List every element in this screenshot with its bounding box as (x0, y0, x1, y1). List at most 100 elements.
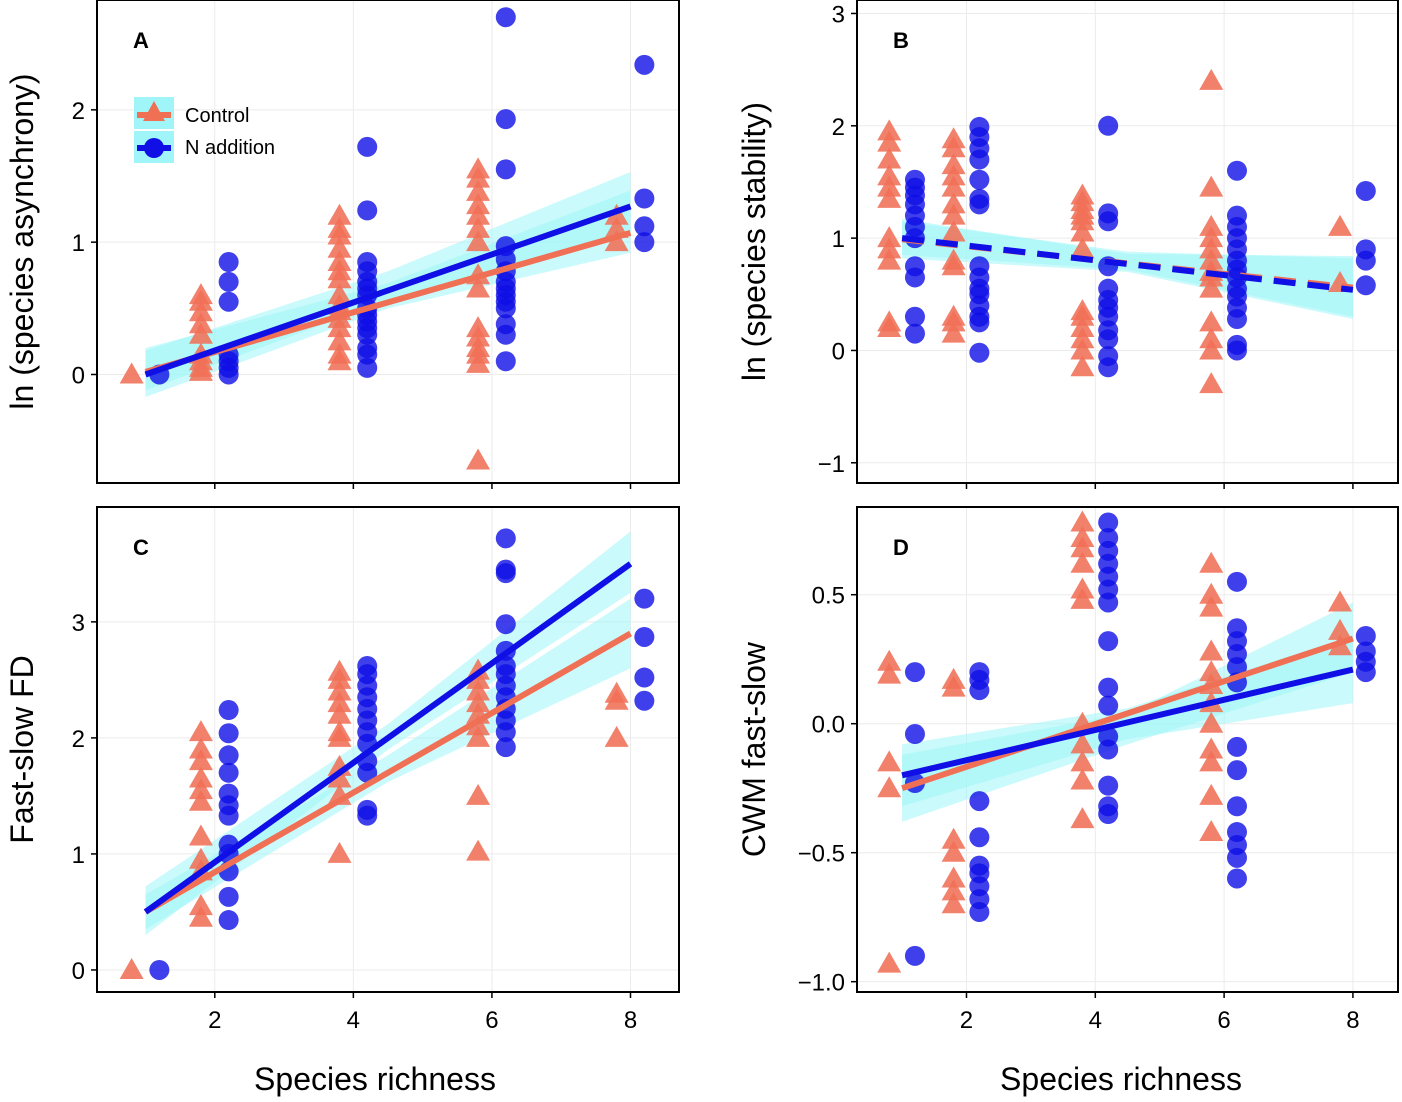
n-addition-point (218, 291, 239, 312)
control-point (188, 720, 213, 742)
control-point (188, 778, 213, 800)
control-point (941, 175, 966, 197)
control-point (941, 866, 966, 888)
n-addition-point (1226, 571, 1247, 592)
n-addition-point (634, 188, 655, 209)
control-point (1070, 220, 1095, 242)
control-point (1199, 737, 1224, 759)
control-point (466, 203, 491, 225)
control-point (1199, 248, 1224, 270)
control-point (1328, 618, 1353, 640)
plot-frame (96, 506, 680, 993)
x-tick-label: 2 (208, 1007, 221, 1034)
x-tick-label: 6 (485, 1007, 498, 1034)
control-point (188, 766, 213, 788)
control-point (877, 649, 902, 671)
x-tick-label: 8 (624, 1007, 637, 1034)
n-addition-point (357, 136, 378, 157)
control-point (1199, 372, 1224, 394)
control-point (1199, 338, 1224, 360)
x-tick-label: 4 (1089, 1007, 1102, 1034)
n-addition-point (969, 662, 990, 683)
control-point (1070, 768, 1095, 790)
control-point (1199, 68, 1224, 90)
y-tick-label: 0.0 (812, 712, 845, 739)
control-point (466, 230, 491, 252)
n-addition-point (904, 323, 925, 344)
control-point (941, 892, 966, 914)
x-tick-label: 8 (1346, 1007, 1359, 1034)
control-point (604, 681, 629, 703)
control-point (1070, 327, 1095, 349)
panel-d: 2 4 6 8 −1.0 −0.5 0.0 0.5 D CWM fast-slow (736, 506, 1399, 1034)
n-addition-point (634, 626, 655, 647)
panel-b: −1 0 1 2 3 Bln (species stability) (736, 0, 1399, 489)
control-point (188, 847, 213, 869)
control-point (877, 237, 902, 259)
n-addition-point (1355, 239, 1376, 260)
n-addition-point (495, 351, 516, 372)
y-tick-label: 0 (832, 338, 845, 365)
control-point (1199, 276, 1224, 298)
control-point (1199, 783, 1224, 805)
control-point (1199, 582, 1224, 604)
control-point (1070, 807, 1095, 829)
x-tick-label: 4 (347, 1007, 360, 1034)
control-point (877, 130, 902, 152)
control-point (188, 824, 213, 846)
control-point (1070, 525, 1095, 547)
n-addition-point (1226, 796, 1247, 817)
control-point (1199, 820, 1224, 842)
n-addition-point (969, 188, 990, 209)
n-addition-point (904, 945, 925, 966)
legend-control-marker (143, 101, 165, 121)
control-point (1199, 639, 1224, 661)
control-point (1199, 595, 1224, 617)
n-addition-point (1098, 278, 1119, 299)
control-point (941, 879, 966, 901)
legend-n-label: N addition (185, 137, 275, 159)
n-addition-point (1226, 868, 1247, 889)
n-addition-point (634, 216, 655, 237)
control-point (188, 894, 213, 916)
control-point (941, 304, 966, 326)
n-addition-point (218, 762, 239, 783)
plot-frame (856, 506, 1399, 993)
control-point (188, 312, 213, 334)
control-point (877, 776, 902, 798)
control-point (1328, 590, 1353, 612)
control-point (188, 283, 213, 305)
control-point (877, 951, 902, 973)
y-tick-label: 2 (832, 114, 845, 141)
control-point (327, 766, 352, 788)
control-point (327, 342, 352, 364)
control-point (1070, 750, 1095, 772)
control-point (466, 691, 491, 713)
control-point (327, 720, 352, 742)
control-point (1199, 551, 1224, 573)
control-point (188, 789, 213, 811)
control-point (941, 840, 966, 862)
control-point (877, 750, 902, 772)
n-addition-point (357, 252, 378, 273)
y-tick-label: 0 (72, 958, 85, 985)
y-tick-label: 1 (72, 230, 85, 257)
control-point (1070, 355, 1095, 377)
control-point (1070, 315, 1095, 337)
n-addition-fit-line (901, 235, 1354, 293)
control-point (327, 236, 352, 258)
n-addition-point (969, 342, 990, 363)
n-addition-point (904, 256, 925, 277)
n-addition-fit-line (901, 666, 1354, 779)
control-point (1199, 327, 1224, 349)
x-axis-title-left: Species richness (254, 1061, 496, 1097)
control-point (604, 725, 629, 747)
n-addition-point (1098, 203, 1119, 224)
control-point (327, 283, 352, 305)
control-fit-line (144, 630, 632, 915)
n-addition-point (1098, 115, 1119, 136)
n-addition-point (969, 256, 990, 277)
n-addition-point (495, 737, 516, 758)
control-point (604, 230, 629, 252)
n-addition-point (218, 723, 239, 744)
